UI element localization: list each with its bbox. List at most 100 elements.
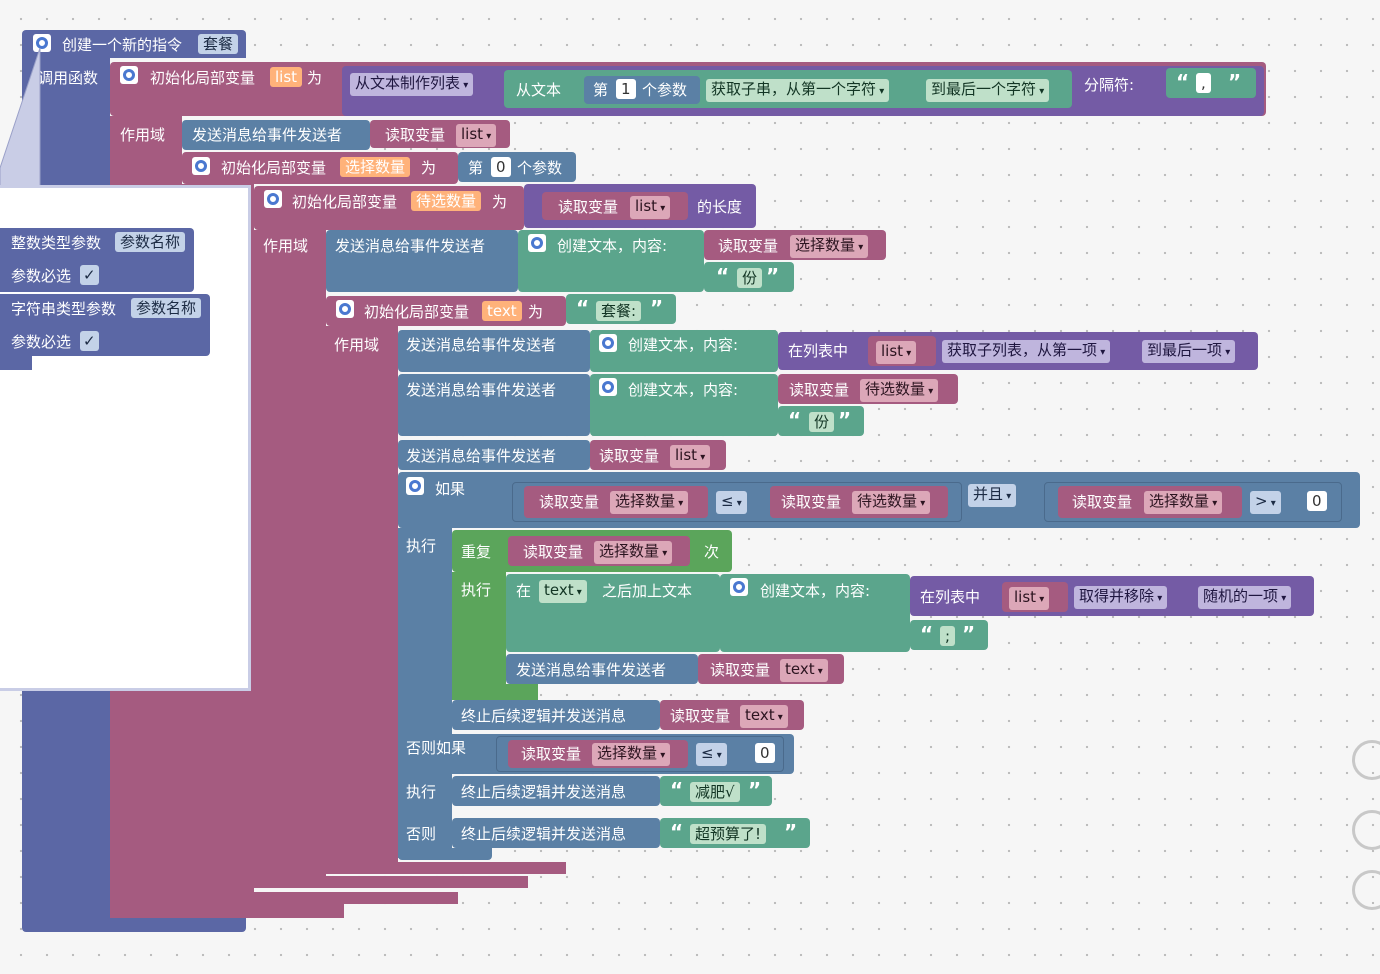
init-local-label: 初始化局部变量 [150, 69, 256, 87]
send-list-block[interactable] [182, 120, 370, 150]
create-text-block[interactable] [720, 574, 910, 652]
number-field[interactable]: 0 [1307, 491, 1327, 511]
var-name-choose[interactable]: 选择数量 [340, 157, 411, 177]
var-dropdown-list[interactable]: list [456, 124, 497, 147]
var-name-list[interactable]: list [270, 67, 303, 87]
var-dropdown-choose[interactable]: 选择数量 [790, 235, 869, 258]
diet-field[interactable]: 减肥√ [690, 782, 740, 802]
str-required-checkbox[interactable]: ✓ [80, 331, 99, 351]
open-quote-icon: “ [920, 622, 934, 646]
repeat-spine [452, 572, 506, 684]
in-list-label: 在列表中 [788, 342, 849, 360]
send-portion-block[interactable] [326, 230, 518, 292]
int-param-name-field[interactable]: 参数名称 [115, 232, 186, 252]
var-dropdown-choose[interactable]: 选择数量 [592, 743, 671, 766]
int-param-type-label: 整数类型参数 [11, 234, 102, 252]
gear-icon[interactable] [730, 578, 748, 596]
init-list-footer [110, 904, 344, 918]
nth-label: 第 [468, 159, 484, 177]
over-budget-field[interactable]: 超预算了! [690, 824, 767, 844]
gear-icon[interactable] [599, 334, 617, 352]
get-remove-dropdown[interactable]: 取得并移除 [1074, 586, 1168, 609]
zoom-out-icon[interactable] [1352, 870, 1380, 910]
portion-field[interactable]: 份 [809, 412, 835, 432]
open-quote-icon: “ [1176, 70, 1190, 94]
send-text-block[interactable] [506, 654, 698, 684]
var-name-text[interactable]: text [482, 301, 522, 321]
semicolon-field[interactable]: ; [940, 626, 956, 646]
stop-and-send-label: 终止后续逻辑并发送消息 [461, 707, 627, 725]
gear-icon[interactable] [406, 477, 424, 495]
separator-field[interactable]: , [1196, 73, 1211, 93]
create-text-block[interactable] [590, 330, 778, 372]
and-operator-dropdown[interactable]: 并且 [968, 484, 1017, 507]
as-label: 为 [307, 69, 323, 87]
send-candidate-block[interactable] [398, 374, 590, 436]
portion-field[interactable]: 份 [737, 268, 763, 288]
send-to-sender-label: 发送消息给事件发送者 [406, 336, 557, 354]
separator-label: 分隔符: [1084, 76, 1135, 94]
str-param-name-field[interactable]: 参数名称 [131, 298, 202, 318]
int-required-checkbox[interactable]: ✓ [80, 265, 99, 285]
number-field[interactable]: 0 [755, 743, 775, 763]
stop-send-diet-block[interactable] [452, 776, 660, 806]
random-item-dropdown[interactable]: 随机的一项 [1198, 586, 1292, 609]
else-if-label: 否则如果 [406, 739, 467, 757]
gt-operator-dropdown[interactable]: > [1250, 491, 1281, 514]
var-name-candidate[interactable]: 待选数量 [411, 191, 482, 211]
var-dropdown-list[interactable]: list [876, 341, 917, 364]
var-dropdown-text[interactable]: text [740, 705, 788, 728]
close-quote-icon: ” [766, 264, 780, 288]
open-quote-icon: “ [788, 408, 802, 432]
gear-icon[interactable] [33, 34, 51, 52]
gear-icon[interactable] [336, 300, 354, 318]
zoom-reset-icon[interactable] [1352, 740, 1380, 780]
to-last-char-dropdown[interactable]: 到最后一个字符 [926, 79, 1050, 102]
send-list-block[interactable] [398, 440, 590, 470]
sublist-from-dropdown[interactable]: 获取子列表，从第一项 [942, 340, 1111, 363]
stop-send-text-block[interactable] [452, 700, 660, 730]
var-dropdown-candidate[interactable]: 待选数量 [860, 379, 939, 402]
close-quote-icon: ” [1228, 70, 1242, 94]
gear-icon[interactable] [528, 234, 546, 252]
read-var-label: 读取变量 [599, 447, 660, 465]
lte-operator-dropdown[interactable]: ≤ [716, 491, 747, 514]
var-dropdown-text[interactable]: text [780, 659, 828, 682]
as-label: 为 [492, 193, 508, 211]
var-dropdown-text[interactable]: text [539, 580, 587, 603]
read-var-label: 读取变量 [670, 707, 731, 725]
read-var-label: 读取变量 [1072, 493, 1133, 511]
nth-param-block[interactable] [458, 152, 576, 182]
var-dropdown-choose[interactable]: 选择数量 [610, 491, 689, 514]
gear-icon[interactable] [120, 66, 138, 84]
scope-label: 作用域 [334, 336, 380, 354]
to-last-item-dropdown[interactable]: 到最后一项 [1142, 340, 1236, 363]
open-quote-icon: “ [670, 820, 684, 844]
create-text-block[interactable] [590, 374, 778, 436]
init-text-block[interactable] [326, 296, 566, 326]
param-stack-tail [0, 356, 32, 370]
var-dropdown-candidate[interactable]: 待选数量 [852, 491, 931, 514]
command-name-field[interactable]: 套餐 [198, 34, 239, 54]
param-index-field[interactable]: 0 [491, 157, 511, 177]
gear-icon[interactable] [264, 190, 282, 208]
meal-prefix-field[interactable]: 套餐: [596, 301, 642, 321]
send-sublist-block[interactable] [398, 330, 590, 372]
lte-operator-dropdown[interactable]: ≤ [696, 743, 727, 766]
gear-icon[interactable] [599, 378, 617, 396]
zoom-in-icon[interactable] [1352, 810, 1380, 850]
init-choose-block[interactable] [182, 152, 458, 184]
substring-dropdown[interactable]: 获取子串，从第一个字符 [706, 79, 890, 102]
var-dropdown-list[interactable]: list [630, 196, 671, 219]
gear-icon[interactable] [192, 157, 210, 175]
separator-text-block[interactable] [1166, 68, 1256, 98]
make-list-dropdown[interactable]: 从文本制作列表 [350, 73, 474, 96]
create-text-block[interactable] [518, 230, 704, 292]
param-index-field[interactable]: 1 [616, 79, 636, 99]
nth-param-block[interactable] [584, 76, 700, 104]
var-dropdown-list[interactable]: list [1009, 587, 1050, 610]
var-dropdown-choose[interactable]: 选择数量 [594, 541, 673, 564]
var-dropdown-list[interactable]: list [670, 445, 711, 468]
var-dropdown-choose[interactable]: 选择数量 [1144, 491, 1223, 514]
stop-send-budget-block[interactable] [452, 818, 660, 848]
